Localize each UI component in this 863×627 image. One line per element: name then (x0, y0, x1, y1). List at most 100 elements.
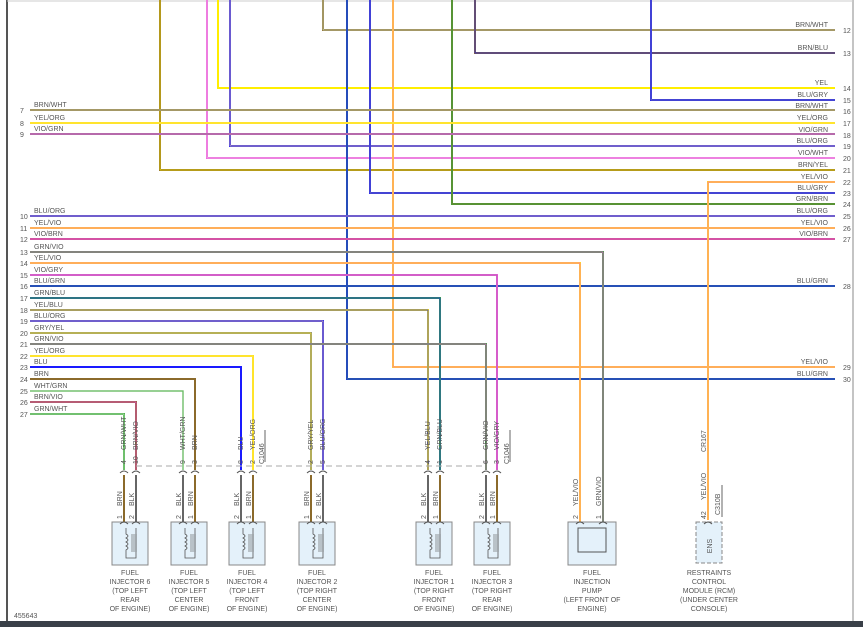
left-circuit-label: BLU/ORG (34, 313, 66, 320)
inj3-label-line: FUEL (483, 570, 501, 577)
wire-right-14 (217, 0, 835, 89)
pin-terminal-icon (236, 521, 246, 525)
right-circuit-label: YEL/ORG (797, 115, 828, 122)
inj6-label-line: (TOP LEFT (112, 588, 148, 595)
inj3-box (473, 521, 511, 566)
pump-label-line: (LEFT FRONT OF (564, 597, 621, 604)
right-circuit-number: 28 (843, 284, 851, 291)
pin-wire-label: BLK (479, 492, 486, 506)
pin-terminal-icon (435, 521, 445, 525)
top-wire-label: BRN/VIO (133, 421, 140, 450)
right-circuit-label: BLU/GRY (797, 185, 828, 192)
circuit-cr167-label: CR167 (701, 430, 708, 452)
wire-right-21-stripe (159, 0, 835, 171)
top-pin-number: 4 (425, 460, 432, 464)
right-circuit-number: 18 (843, 133, 851, 140)
right-circuit-number: 19 (843, 144, 851, 151)
wire-right-15-stripe (650, 0, 835, 101)
rcm-label-line: (UNDER CENTER (680, 597, 738, 604)
pin-terminal-icon (306, 521, 316, 525)
top-pin-number: 4 (121, 460, 128, 464)
top-wire-label: WHT/GRN (180, 417, 187, 450)
top-pin-number: 10 (133, 456, 140, 464)
connector-terminal-icon (236, 470, 246, 474)
pump-label-line: INJECTION (574, 579, 611, 586)
right-circuit-label: BRN/WHT (795, 103, 828, 110)
right-circuit-number: 21 (843, 168, 851, 175)
pin-number: 2 (234, 515, 241, 519)
wire-left-27 (30, 413, 125, 470)
pin-terminal-icon (575, 521, 585, 525)
wire-right-23-stripe (369, 0, 835, 194)
pin-wire-label: YEL/VIO (701, 472, 708, 500)
pump-label-line: PUMP (582, 588, 603, 595)
figure-id: 455643 (14, 613, 37, 620)
right-circuit-number: 22 (843, 180, 851, 187)
wire-left-14-stripe (30, 262, 581, 522)
inj2-label-line: OF ENGINE) (297, 606, 338, 613)
left-circuit-number: 13 (20, 250, 28, 257)
pin-number: 2 (479, 515, 486, 519)
connector-terminal-icon (248, 470, 258, 474)
inj5-label-line: FUEL (180, 570, 198, 577)
top-pin-number: 9 (180, 460, 187, 464)
top-wire-label: YEL/BLU (425, 421, 432, 450)
wire-right-19-stripe (229, 0, 835, 147)
right-circuit-number: 20 (843, 156, 851, 163)
wire-left-19-stripe (30, 320, 324, 470)
wire-right-29-stripe (392, 0, 835, 368)
top-wire-label: GRN/VIO (483, 420, 490, 450)
right-circuit-label: BLU/GRY (797, 92, 828, 99)
left-circuit-label: BRN (34, 371, 49, 378)
rcm-label-line: RESTRAINTS (687, 570, 732, 577)
left-circuit-number: 17 (20, 296, 28, 303)
connector-terminal-icon (131, 470, 141, 474)
wire-left-21 (30, 343, 487, 470)
injector-coil-icon (487, 528, 499, 559)
wire-right-20-stripe (206, 0, 835, 159)
inj2-label-line: (TOP RIGHT (297, 588, 338, 595)
pin-number: 1 (117, 515, 124, 519)
pin-number: 1 (188, 515, 195, 519)
bottom-bar (0, 621, 863, 627)
right-circuit-number: 25 (843, 214, 851, 221)
pin-wire-label: BLK (234, 492, 241, 506)
inj5-label-line: OF ENGINE) (169, 606, 210, 613)
top-pin-number: 6 (483, 460, 490, 464)
top-pin-number: 3 (494, 460, 501, 464)
wire-right-22-stripe (707, 181, 835, 520)
right-circuit-label: BLU/GRN (797, 278, 828, 285)
wire-right-23 (369, 0, 835, 194)
pin-wire-label: BRN (304, 491, 311, 506)
inj5-label-line: INJECTOR 5 (169, 579, 210, 586)
connector-c1046-label: C1046 (259, 443, 266, 464)
pump-label-line: ENGINE) (577, 606, 606, 613)
wire-left-22-stripe (30, 355, 254, 470)
inj6-label-line: FUEL (121, 570, 139, 577)
pin-number: 1 (304, 515, 311, 519)
inj1-label-line: (TOP RIGHT (414, 588, 455, 595)
top-wire-label: BLU (238, 436, 245, 450)
inj5-label-line: (TOP LEFT (171, 588, 207, 595)
wire-left-27-stripe (30, 413, 125, 470)
pin-terminal-icon (131, 521, 141, 525)
right-circuit-label: GRN/BRN (796, 196, 828, 203)
inj1-label-line: OF ENGINE) (414, 606, 455, 613)
ens-label: ENS (707, 538, 714, 553)
wire-left-15-stripe (30, 274, 498, 470)
right-circuit-label: YEL/VIO (801, 220, 829, 227)
rcm-label-line: CONTROL (692, 579, 726, 586)
left-circuit-label: BRN/VIO (34, 394, 63, 401)
top-wire-label: GRY/YEL (308, 420, 315, 450)
pin-terminal-icon (598, 521, 608, 525)
top-pin-number: 2 (308, 460, 315, 464)
pin-number: 1 (490, 515, 497, 519)
connector-c310b-label: C310B (715, 493, 722, 515)
top-wire-label: BLU/ORG (320, 418, 327, 450)
pin-number: 2 (573, 515, 580, 519)
connector-terminal-icon (306, 470, 316, 474)
left-circuit-label: WHT/GRN (34, 383, 67, 390)
left-circuit-number: 23 (20, 365, 28, 372)
pin-number: 2 (176, 515, 183, 519)
pin-terminal-icon (119, 521, 129, 525)
